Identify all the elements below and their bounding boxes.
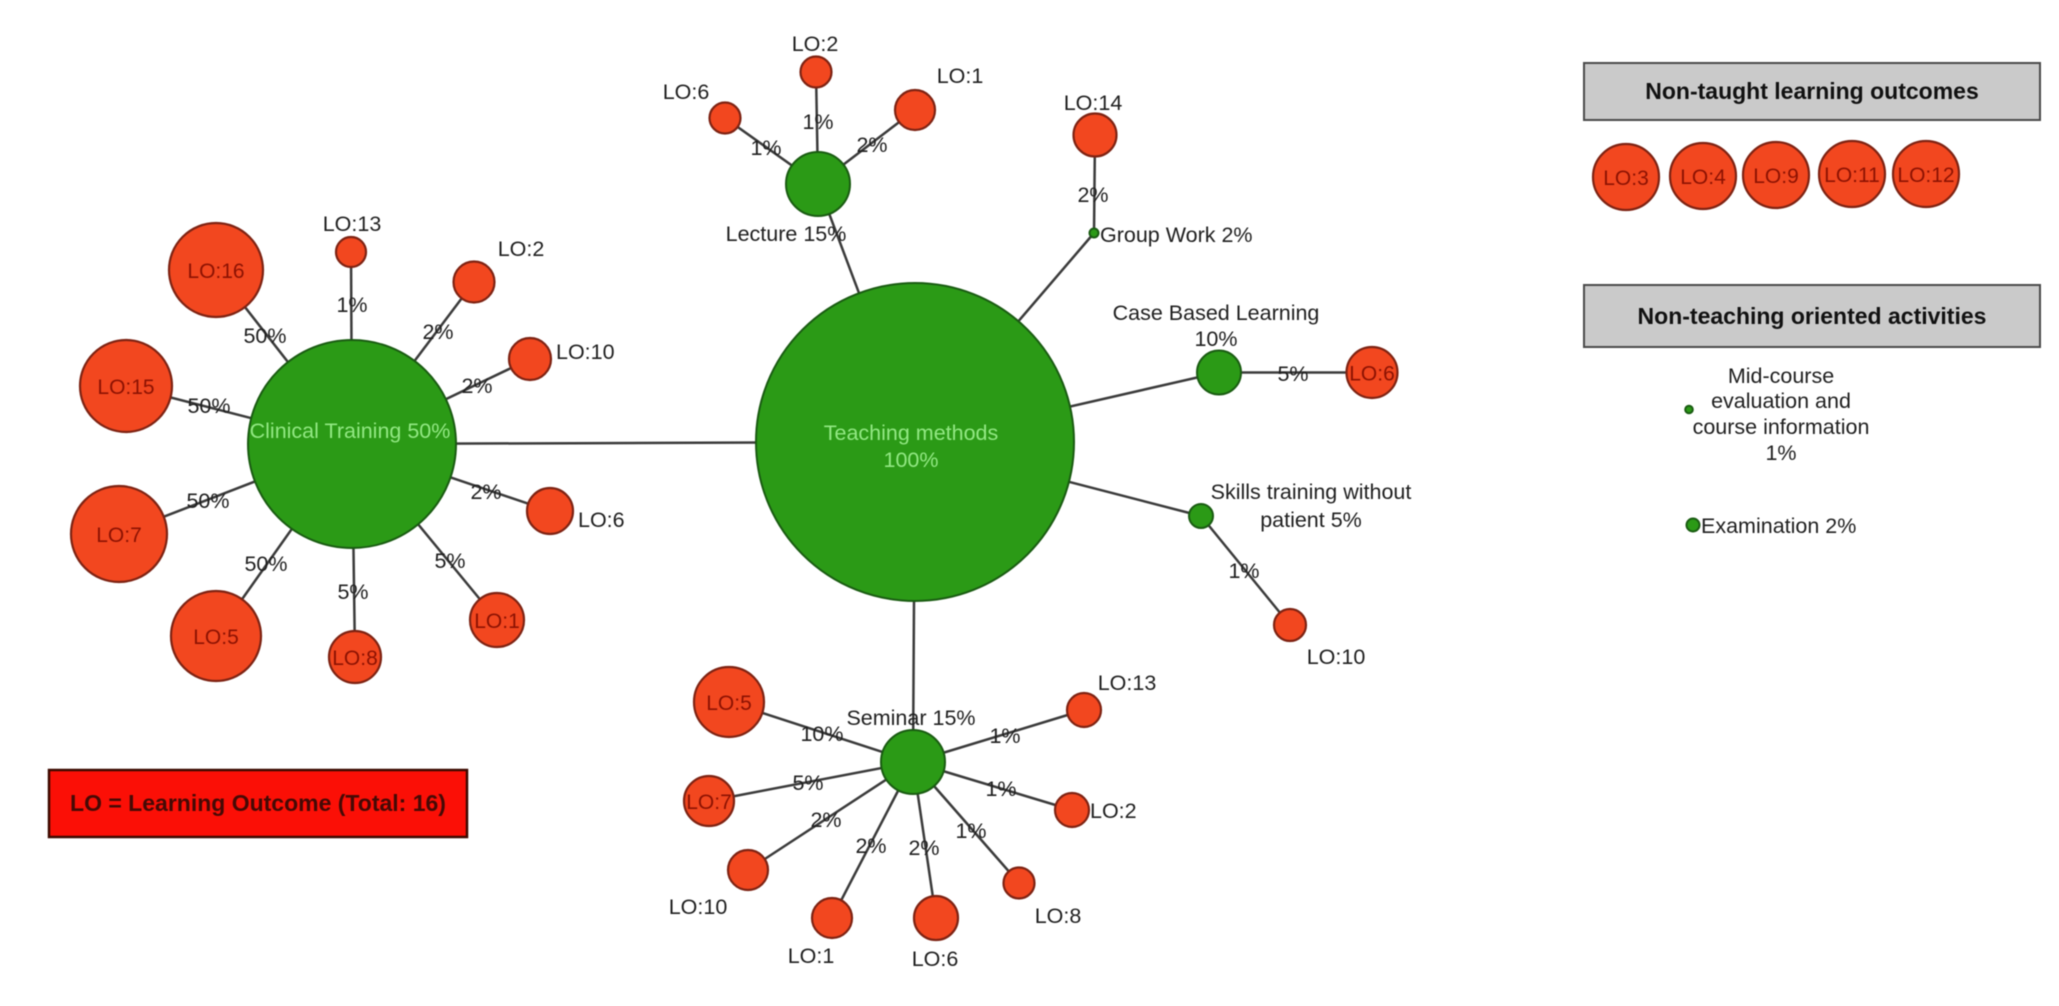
svg-text:LO:13: LO:13	[323, 212, 382, 236]
svg-text:LO:5: LO:5	[193, 626, 239, 649]
svg-text:2%: 2%	[461, 374, 492, 398]
svg-text:1%: 1%	[989, 724, 1020, 748]
svg-text:LO:1: LO:1	[937, 64, 984, 88]
svg-text:LO:7: LO:7	[686, 791, 732, 814]
svg-text:LO:13: LO:13	[1098, 671, 1157, 695]
svg-text:2%: 2%	[810, 808, 841, 832]
svg-text:50%: 50%	[186, 489, 229, 513]
svg-text:50%: 50%	[244, 552, 287, 576]
svg-text:Case Based Learning: Case Based Learning	[1113, 301, 1320, 325]
svg-text:Teaching methods: Teaching methods	[824, 421, 999, 445]
svg-text:1%: 1%	[336, 293, 367, 317]
svg-text:LO:10: LO:10	[669, 895, 728, 919]
svg-text:10%: 10%	[800, 722, 843, 746]
svg-text:LO:8: LO:8	[1035, 904, 1082, 928]
svg-text:LO:12: LO:12	[1897, 164, 1954, 187]
svg-text:1%: 1%	[955, 819, 986, 843]
svg-text:LO:1: LO:1	[474, 610, 520, 633]
svg-text:LO:7: LO:7	[96, 524, 142, 547]
svg-text:LO:3: LO:3	[1603, 167, 1649, 190]
svg-text:Skills training without: Skills training without	[1211, 480, 1412, 504]
svg-text:Clinical Training 50%: Clinical Training 50%	[250, 419, 451, 443]
svg-text:Mid-course: Mid-course	[1728, 364, 1834, 388]
svg-text:LO = Learning Outcome (Total:: LO = Learning Outcome (Total: 16)	[70, 790, 446, 816]
svg-text:2%: 2%	[855, 834, 886, 858]
svg-text:LO:10: LO:10	[556, 340, 615, 364]
svg-text:evaluation and: evaluation and	[1711, 389, 1851, 413]
svg-text:Lecture 15%: Lecture 15%	[726, 222, 847, 246]
svg-text:LO:2: LO:2	[498, 237, 545, 261]
svg-text:100%: 100%	[884, 448, 939, 472]
svg-text:5%: 5%	[434, 549, 465, 573]
svg-text:Non-taught learning outcomes: Non-taught learning outcomes	[1645, 78, 1979, 104]
svg-text:LO:16: LO:16	[187, 260, 244, 283]
svg-text:LO:5: LO:5	[706, 692, 752, 715]
svg-text:10%: 10%	[1194, 327, 1237, 351]
svg-text:LO:2: LO:2	[1090, 799, 1137, 823]
svg-text:1%: 1%	[985, 777, 1016, 801]
svg-text:LO:10: LO:10	[1307, 645, 1366, 669]
svg-text:LO:6: LO:6	[1349, 363, 1395, 386]
svg-text:2%: 2%	[908, 836, 939, 860]
svg-text:LO:6: LO:6	[578, 508, 625, 532]
svg-text:5%: 5%	[792, 771, 823, 795]
svg-text:1%: 1%	[1765, 441, 1796, 465]
svg-text:50%: 50%	[243, 324, 286, 348]
svg-text:Seminar 15%: Seminar 15%	[846, 706, 975, 730]
svg-text:LO:9: LO:9	[1753, 165, 1799, 188]
svg-text:LO:1: LO:1	[788, 944, 835, 968]
svg-text:2%: 2%	[856, 133, 887, 157]
svg-text:2%: 2%	[470, 480, 501, 504]
svg-text:5%: 5%	[337, 580, 368, 604]
svg-text:LO:6: LO:6	[912, 947, 959, 971]
svg-text:LO:14: LO:14	[1064, 91, 1123, 115]
svg-text:Examination 2%: Examination 2%	[1701, 514, 1856, 538]
svg-text:LO:6: LO:6	[663, 80, 710, 104]
svg-text:1%: 1%	[750, 136, 781, 160]
svg-text:2%: 2%	[1077, 183, 1108, 207]
svg-text:LO:4: LO:4	[1680, 166, 1726, 189]
svg-text:1%: 1%	[1228, 559, 1259, 583]
svg-text:2%: 2%	[422, 320, 453, 344]
svg-text:LO:11: LO:11	[1824, 164, 1880, 187]
svg-text:1%: 1%	[802, 110, 833, 134]
svg-text:5%: 5%	[1277, 362, 1308, 386]
svg-text:course information: course information	[1693, 415, 1870, 439]
svg-text:Group Work 2%: Group Work 2%	[1100, 223, 1253, 247]
svg-text:50%: 50%	[187, 394, 230, 418]
svg-text:Non-teaching oriented activiti: Non-teaching oriented activities	[1638, 303, 1987, 329]
svg-text:LO:8: LO:8	[332, 647, 378, 670]
svg-text:LO:15: LO:15	[97, 376, 154, 399]
svg-text:patient 5%: patient 5%	[1260, 508, 1362, 532]
svg-text:LO:2: LO:2	[792, 32, 839, 56]
